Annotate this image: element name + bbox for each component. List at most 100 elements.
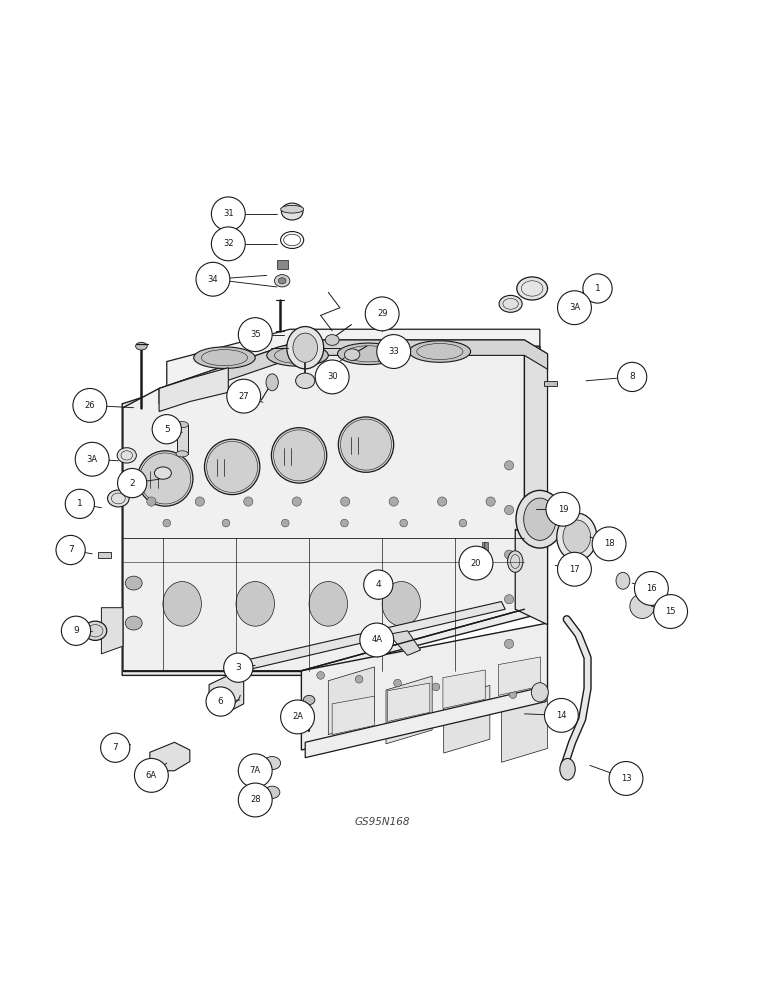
Ellipse shape bbox=[176, 422, 188, 428]
Circle shape bbox=[557, 291, 591, 325]
Polygon shape bbox=[209, 675, 244, 714]
Text: 6: 6 bbox=[218, 697, 223, 706]
Polygon shape bbox=[386, 676, 432, 744]
Polygon shape bbox=[277, 260, 287, 269]
Text: 17: 17 bbox=[569, 565, 580, 574]
Polygon shape bbox=[530, 500, 563, 523]
Ellipse shape bbox=[303, 695, 315, 705]
Polygon shape bbox=[498, 657, 540, 695]
Circle shape bbox=[635, 572, 669, 605]
Polygon shape bbox=[97, 552, 110, 558]
Ellipse shape bbox=[83, 621, 107, 640]
Ellipse shape bbox=[557, 513, 597, 561]
Ellipse shape bbox=[107, 490, 129, 507]
Circle shape bbox=[212, 227, 245, 261]
Circle shape bbox=[360, 623, 394, 657]
Ellipse shape bbox=[296, 373, 315, 388]
Text: 9: 9 bbox=[73, 626, 79, 635]
Text: 4: 4 bbox=[375, 580, 381, 589]
Polygon shape bbox=[159, 368, 229, 412]
Circle shape bbox=[504, 550, 513, 559]
Circle shape bbox=[459, 519, 467, 527]
Polygon shape bbox=[501, 695, 547, 762]
Polygon shape bbox=[159, 340, 547, 404]
Ellipse shape bbox=[272, 428, 327, 483]
Circle shape bbox=[212, 197, 245, 231]
Circle shape bbox=[196, 262, 230, 296]
Polygon shape bbox=[123, 340, 524, 671]
Circle shape bbox=[486, 497, 495, 506]
Text: GS95N168: GS95N168 bbox=[354, 817, 410, 827]
Circle shape bbox=[365, 297, 399, 331]
Ellipse shape bbox=[266, 374, 279, 391]
Circle shape bbox=[630, 594, 655, 618]
Polygon shape bbox=[101, 608, 123, 654]
Polygon shape bbox=[150, 742, 190, 771]
Text: 1: 1 bbox=[77, 499, 83, 508]
Ellipse shape bbox=[267, 345, 328, 366]
Circle shape bbox=[459, 546, 493, 580]
Ellipse shape bbox=[136, 342, 147, 350]
Ellipse shape bbox=[154, 467, 171, 479]
Text: 3: 3 bbox=[235, 663, 241, 672]
Text: 33: 33 bbox=[388, 347, 399, 356]
Ellipse shape bbox=[523, 498, 556, 540]
Circle shape bbox=[224, 653, 253, 682]
Polygon shape bbox=[388, 683, 430, 722]
Ellipse shape bbox=[337, 343, 399, 365]
Ellipse shape bbox=[280, 205, 303, 213]
Ellipse shape bbox=[279, 278, 286, 284]
Polygon shape bbox=[332, 696, 374, 735]
Text: 27: 27 bbox=[239, 392, 249, 401]
Circle shape bbox=[592, 527, 626, 561]
Circle shape bbox=[557, 552, 591, 586]
Text: 19: 19 bbox=[557, 505, 568, 514]
Ellipse shape bbox=[499, 295, 522, 312]
Polygon shape bbox=[543, 381, 557, 386]
Circle shape bbox=[315, 360, 349, 394]
Text: 34: 34 bbox=[208, 275, 218, 284]
Text: 29: 29 bbox=[377, 309, 388, 318]
Circle shape bbox=[340, 519, 348, 527]
Text: 30: 30 bbox=[327, 372, 337, 381]
Ellipse shape bbox=[236, 582, 275, 626]
Ellipse shape bbox=[409, 341, 471, 362]
Text: 14: 14 bbox=[556, 711, 567, 720]
Circle shape bbox=[355, 675, 363, 683]
Circle shape bbox=[471, 687, 479, 695]
Circle shape bbox=[438, 497, 447, 506]
Circle shape bbox=[239, 783, 273, 817]
Text: 6A: 6A bbox=[146, 771, 157, 780]
Circle shape bbox=[583, 274, 612, 303]
Ellipse shape bbox=[516, 277, 547, 300]
Ellipse shape bbox=[616, 572, 630, 589]
Circle shape bbox=[163, 519, 171, 527]
Text: 16: 16 bbox=[646, 584, 657, 593]
Ellipse shape bbox=[563, 520, 591, 554]
Polygon shape bbox=[328, 667, 374, 735]
Circle shape bbox=[504, 595, 513, 604]
Circle shape bbox=[618, 362, 647, 392]
Circle shape bbox=[546, 492, 580, 526]
Circle shape bbox=[654, 595, 688, 628]
Text: 4A: 4A bbox=[371, 635, 382, 644]
Circle shape bbox=[281, 519, 289, 527]
Circle shape bbox=[239, 754, 273, 788]
Text: 7: 7 bbox=[113, 743, 118, 752]
Text: 2A: 2A bbox=[292, 712, 303, 721]
Text: 3A: 3A bbox=[569, 303, 580, 312]
Circle shape bbox=[75, 442, 109, 476]
Circle shape bbox=[400, 519, 408, 527]
Polygon shape bbox=[482, 542, 486, 555]
Circle shape bbox=[394, 679, 401, 687]
Circle shape bbox=[239, 318, 273, 352]
Ellipse shape bbox=[125, 576, 142, 590]
Circle shape bbox=[206, 687, 235, 716]
Circle shape bbox=[195, 497, 205, 506]
Ellipse shape bbox=[281, 203, 303, 220]
Ellipse shape bbox=[344, 349, 360, 360]
Polygon shape bbox=[444, 685, 490, 753]
Circle shape bbox=[280, 700, 314, 734]
Polygon shape bbox=[305, 686, 546, 758]
Circle shape bbox=[389, 497, 398, 506]
